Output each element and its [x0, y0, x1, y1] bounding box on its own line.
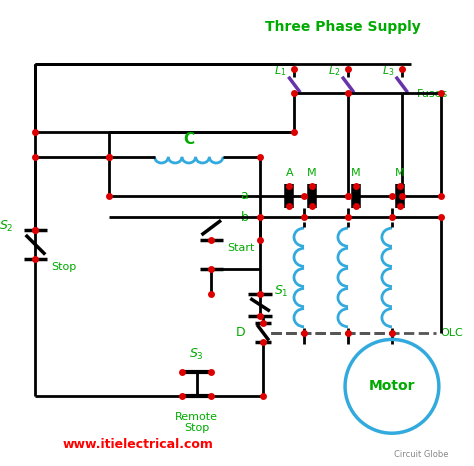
Text: Stop: Stop — [184, 424, 209, 433]
Text: Three Phase Supply: Three Phase Supply — [265, 20, 421, 34]
Text: Start: Start — [227, 243, 254, 253]
Text: Remote: Remote — [175, 412, 218, 422]
Text: M: M — [395, 168, 405, 178]
Text: Circuit Globe: Circuit Globe — [394, 450, 448, 459]
Text: M: M — [307, 168, 317, 178]
Text: $S_1$: $S_1$ — [274, 284, 289, 299]
Text: www.itielectrical.com: www.itielectrical.com — [63, 439, 213, 452]
Text: Fuses: Fuses — [416, 89, 447, 99]
Text: C: C — [183, 132, 194, 147]
Text: a: a — [241, 189, 248, 202]
Text: b: b — [240, 211, 248, 224]
Text: M: M — [351, 168, 361, 178]
Text: Stop: Stop — [51, 262, 76, 272]
Text: $L_3$: $L_3$ — [382, 64, 394, 78]
Text: A: A — [286, 168, 293, 178]
Text: OLC: OLC — [441, 328, 464, 338]
Text: $L_2$: $L_2$ — [328, 64, 340, 78]
Text: $L_1$: $L_1$ — [274, 64, 287, 78]
Text: $S_2$: $S_2$ — [0, 219, 14, 234]
Text: $S_3$: $S_3$ — [189, 347, 204, 362]
Text: D: D — [236, 326, 246, 339]
Text: Motor: Motor — [369, 379, 415, 393]
